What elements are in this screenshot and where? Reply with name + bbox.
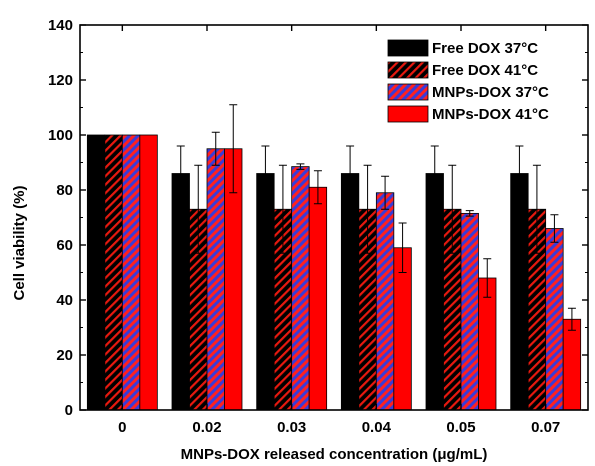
y-tick-label: 100 xyxy=(48,127,73,144)
bar-s4-0.07 xyxy=(562,318,582,411)
bar-s1-0 xyxy=(86,134,106,411)
y-tick-label: 80 xyxy=(56,182,73,199)
legend-label-s1: Free DOX 37°C xyxy=(432,40,538,57)
bar-s3-0.04 xyxy=(375,192,395,411)
bar-s1-0.02 xyxy=(171,173,190,411)
y-tick-label: 0 xyxy=(65,402,73,419)
bar-s3-0.02 xyxy=(206,148,225,411)
legend-swatch-s4 xyxy=(387,105,429,123)
bar-s4-0 xyxy=(139,134,158,411)
x-tick-label: 0 xyxy=(118,419,126,436)
x-tick-label: 0.04 xyxy=(362,419,392,436)
x-tick-label: 0.07 xyxy=(531,419,560,436)
legend-swatch-s3 xyxy=(387,83,429,101)
bar-s1-0.05 xyxy=(425,173,444,411)
legend-swatch-s2 xyxy=(387,61,429,79)
x-tick-label: 0.03 xyxy=(277,419,306,436)
bar-s3-0.03 xyxy=(291,166,310,411)
bar-s1-0.07 xyxy=(510,173,529,411)
y-tick-label: 120 xyxy=(48,72,73,89)
x-tick-label: 0.02 xyxy=(192,419,221,436)
bar-s4-0.05 xyxy=(478,277,497,411)
bar-s3-0 xyxy=(121,134,141,411)
x-axis-title: MNPs-DOX released concentration (μg/mL) xyxy=(181,446,488,463)
legend-swatch-s1 xyxy=(387,39,429,57)
bar-s2-0 xyxy=(104,134,123,411)
bar-s4-0.03 xyxy=(308,186,328,411)
y-axis-title: Cell viability (%) xyxy=(11,185,28,300)
bar-s3-0.05 xyxy=(460,212,479,411)
legend: Free DOX 37°C Free DOX 41°C MNPs-DOX 37°C M… xyxy=(387,39,549,123)
bar-s1-0.03 xyxy=(256,173,275,411)
y-tick-label: 20 xyxy=(56,347,73,364)
y-tick-label: 140 xyxy=(48,17,73,34)
y-tick-label: 40 xyxy=(56,292,73,309)
y-tick-label: 60 xyxy=(56,237,73,254)
bar-s3-0.07 xyxy=(545,228,564,411)
legend-label-s2: Free DOX 41°C xyxy=(432,62,538,79)
legend-label-s4: MNPs-DOX 41°C xyxy=(432,106,549,123)
bar-s1-0.04 xyxy=(340,173,360,411)
legend-label-s3: MNPs-DOX 37°C xyxy=(432,84,549,101)
x-tick-label: 0.05 xyxy=(446,419,475,436)
